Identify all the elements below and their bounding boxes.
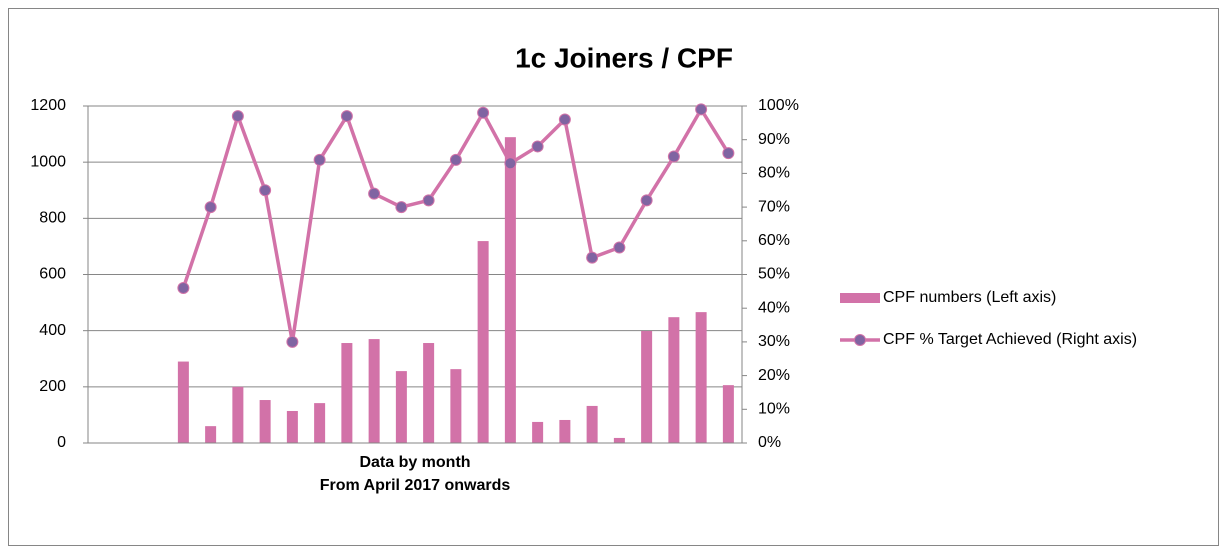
bar [450,369,462,443]
y2-tick-label: 20% [758,367,790,384]
bar [314,403,326,443]
y-tick-label: 400 [39,322,66,339]
y2-tick-label: 90% [758,131,790,148]
legend-label: CPF % Target Achieved (Right axis) [883,331,1137,348]
y-tick-label: 800 [39,210,66,227]
marker [667,150,680,163]
bar [286,410,298,443]
marker [695,103,708,116]
y2-tick-label: 40% [758,299,790,316]
bar [668,317,680,443]
legend-marker [854,334,866,346]
y2-tick-label: 60% [758,232,790,249]
legend-label: CPF numbers (Left axis) [883,289,1056,306]
bar [423,343,435,443]
marker [259,184,272,197]
bar [586,405,598,443]
marker [613,241,626,254]
bar [532,421,544,443]
bar [477,241,489,443]
marker [177,281,190,294]
x-axis-label: Data by month [359,454,470,471]
chart-title: 1c Joiners / CPF [515,42,733,73]
marker [231,110,244,123]
bar [368,339,380,443]
bar [341,343,353,443]
marker [640,194,653,207]
marker [313,153,326,166]
marker [340,110,353,123]
marker [531,140,544,153]
bar [177,361,189,443]
y2-tick-label: 0% [758,434,781,451]
marker [504,157,517,170]
bar [559,419,571,443]
y2-tick-label: 70% [758,198,790,215]
marker [368,187,381,200]
marker [286,335,299,348]
y2-tick-label: 10% [758,401,790,418]
chart-border [8,8,1219,546]
y2-tick-label: 100% [758,97,799,114]
y-tick-label: 600 [39,266,66,283]
y2-tick-label: 80% [758,165,790,182]
legend-swatch [840,293,880,303]
marker [422,194,435,207]
y-tick-label: 200 [39,378,66,395]
marker [722,147,735,160]
bar [395,371,407,443]
y-tick-label: 1000 [30,153,66,170]
y-tick-label: 0 [57,434,66,451]
bar [205,426,217,443]
bar [695,312,707,443]
marker [204,201,217,214]
bar [722,385,734,443]
marker [558,113,571,126]
bar [259,400,271,443]
y-tick-label: 1200 [30,97,66,114]
marker [586,251,599,264]
bar [504,137,516,444]
marker [477,106,490,119]
bar [641,330,653,443]
y2-tick-label: 30% [758,333,790,350]
x-axis-label: From April 2017 onwards [320,477,511,494]
bar [232,386,244,443]
marker [449,153,462,166]
bar [613,437,625,443]
y2-tick-label: 50% [758,266,790,283]
marker [395,201,408,214]
